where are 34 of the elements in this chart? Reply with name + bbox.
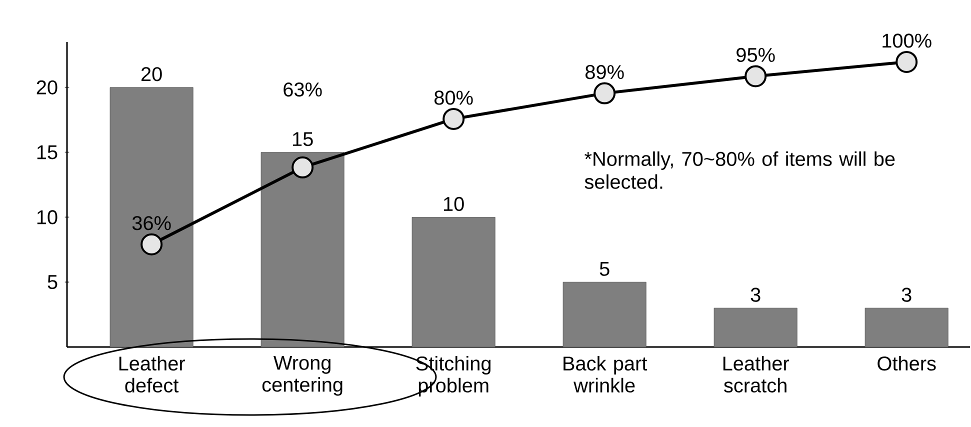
x-tick-label: Back part wrinkle	[564, 356, 648, 393]
bar	[864, 308, 948, 348]
data-label: 95%	[736, 48, 775, 62]
y-tick-label: 5	[48, 275, 58, 290]
data-label: 3	[750, 288, 760, 302]
point	[442, 108, 465, 130]
data-label: 20	[141, 67, 162, 82]
x-tick-label: Others	[878, 356, 936, 371]
data-label: 3	[902, 288, 912, 302]
bar	[110, 87, 194, 348]
y-tick-label: 15	[37, 145, 58, 160]
annotation: *Normally, 70~80% of items will be selected.	[584, 151, 895, 189]
data-label: 89%	[586, 65, 624, 80]
x-tick-label: Leather scratch	[723, 356, 790, 393]
y-tick-label: 20	[36, 80, 58, 94]
point	[292, 156, 314, 178]
bar	[714, 308, 798, 348]
data-label: 100%	[882, 34, 932, 48]
bar	[260, 152, 344, 348]
data-label: 5	[600, 262, 610, 276]
data-label: 80%	[434, 90, 473, 105]
point	[594, 82, 616, 104]
data-label: 63%	[284, 82, 322, 97]
point	[744, 65, 767, 88]
point	[140, 233, 163, 256]
point	[896, 50, 918, 73]
y-tick-label: 10	[37, 210, 58, 224]
data-label: 15	[293, 132, 313, 146]
bar	[412, 217, 496, 348]
data-label: 10	[444, 196, 464, 212]
bar	[562, 282, 646, 348]
data-label: 36%	[132, 216, 171, 230]
x-tick-label: Leather defect	[119, 356, 186, 393]
x-tick-label: Wrong centering	[262, 356, 342, 396]
